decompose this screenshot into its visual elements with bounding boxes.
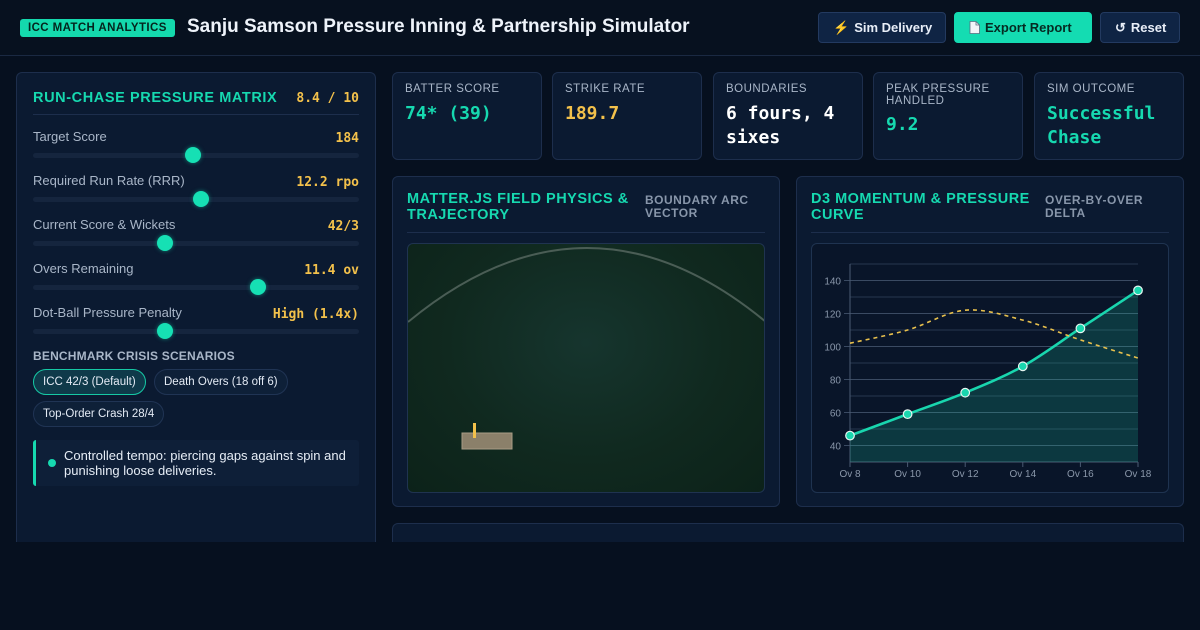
panel-subtitle: BOUNDARY ARC VECTOR	[645, 193, 749, 220]
slider-thumb[interactable]	[184, 147, 201, 163]
slider-value: High (1.4x)	[272, 307, 359, 322]
scenario-chip-default[interactable]: ICC 42/3 (Default)	[33, 369, 146, 395]
reset-label: Reset	[1130, 20, 1167, 35]
panel-subtitle: OVER-BY-OVER DELTA	[1045, 193, 1144, 220]
slider-label: Current Score & Wickets	[33, 217, 176, 232]
slider-value: 11.4 ov	[304, 263, 359, 278]
sim-delivery-button[interactable]: ⚡ Sim Delivery	[818, 12, 946, 43]
slider-overs-remaining: Overs Remaining 11.4 ov	[33, 261, 359, 295]
app-title: Sanju Samson Pressure Inning & Partnersh…	[187, 16, 690, 37]
field-canvas[interactable]	[407, 243, 765, 493]
export-report-button[interactable]: Export Report	[954, 12, 1092, 43]
matrix-score: 8.4 / 10	[296, 91, 359, 106]
page-bottom	[0, 542, 1200, 630]
tempo-note: Controlled tempo: piercing gaps against …	[33, 440, 359, 486]
boundary-arc	[408, 247, 764, 323]
export-report-label: Export Report	[985, 20, 1072, 35]
status-dot-icon	[48, 459, 56, 467]
y-tick-label: 140	[824, 277, 841, 288]
stumps	[473, 423, 476, 438]
slider-thumb[interactable]	[157, 323, 174, 339]
slider-thumb[interactable]	[157, 235, 174, 251]
momentum-chart: 40 60 80 100 120 140 Ov 8 Ov 10 Ov 12 Ov 14 Ov 16 O…	[811, 243, 1169, 493]
stat-value: 74* (39)	[405, 103, 492, 124]
y-tick-label: 40	[830, 442, 842, 453]
data-point	[845, 430, 855, 441]
divider	[811, 232, 1169, 233]
slider-current-score: Current Score & Wickets 42/3	[33, 217, 359, 251]
stat-card-batter-score: BATTER SCORE 74* (39)	[392, 72, 542, 160]
slider-thumb[interactable]	[192, 191, 209, 207]
divider	[407, 232, 765, 233]
app-header: ICC MATCH ANALYTICS Sanju Samson Pressur…	[0, 0, 1200, 56]
refresh-icon: ↺	[1115, 20, 1126, 35]
sim-delivery-label: Sim Delivery	[854, 20, 933, 35]
stat-card-sim-outcome: SIM OUTCOME Successful Chase	[1034, 72, 1184, 160]
slider-track[interactable]	[33, 285, 359, 290]
y-tick-label: 60	[830, 409, 842, 420]
matrix-title: RUN-CHASE PRESSURE MATRIX	[33, 90, 278, 106]
slider-value: 42/3	[327, 219, 359, 234]
stat-label: SIM OUTCOME	[1047, 83, 1135, 95]
slider-value: 184	[335, 131, 359, 146]
data-point	[902, 409, 913, 420]
tempo-text: Controlled tempo: piercing gaps against …	[64, 448, 346, 478]
slider-track[interactable]	[33, 241, 359, 246]
y-tick-label: 120	[824, 310, 841, 321]
slider-thumb[interactable]	[249, 279, 266, 295]
data-point	[1017, 361, 1028, 372]
stat-label: STRIKE RATE	[565, 83, 646, 95]
x-tick-label: Ov 16	[1067, 469, 1094, 480]
slider-value: 12.2 rpo	[296, 175, 359, 190]
stat-card-strike-rate: STRIKE RATE 189.7	[552, 72, 702, 160]
field-physics-panel: MATTER.JS FIELD PHYSICS & TRAJECTORY BOU…	[392, 176, 780, 507]
slider-required-run-rate: Required Run Rate (RRR) 12.2 rpo	[33, 173, 359, 207]
x-tick-label: Ov 18	[1125, 469, 1152, 480]
stat-card-boundaries: BOUNDARIES 6 fours, 4 sixes	[713, 72, 863, 160]
lightning-icon: ⚡	[833, 20, 850, 35]
x-tick-label: Ov 10	[894, 469, 921, 480]
y-tick-label: 80	[830, 376, 842, 387]
slider-label: Target Score	[33, 129, 107, 144]
momentum-panel: D3 MOMENTUM & PRESSURE CURVE OVER-BY-OVE…	[796, 176, 1184, 507]
panel-title: D3 MOMENTUM & PRESSURE CURVE	[811, 191, 1030, 223]
benchmark-title: BENCHMARK CRISIS SCENARIOS	[33, 349, 235, 363]
slider-label: Required Run Rate (RRR)	[33, 173, 185, 188]
series-area	[850, 290, 1138, 462]
slider-label: Overs Remaining	[33, 261, 134, 276]
scenario-chip-top-order-crash[interactable]: Top-Order Crash 28/4	[33, 401, 165, 427]
data-point	[1075, 323, 1086, 334]
stat-label: BATTER SCORE	[405, 83, 500, 95]
scenario-chip-death-overs[interactable]: Death Overs (18 off 6)	[154, 369, 288, 395]
slider-target-score: Target Score 184	[33, 129, 359, 163]
stat-label: BOUNDARIES	[726, 83, 808, 95]
stat-label: PEAK PRESSURE HANDLED	[886, 83, 990, 107]
field-svg	[408, 247, 764, 450]
slider-track[interactable]	[33, 329, 359, 334]
stat-value: 9.2	[886, 114, 919, 135]
reset-button[interactable]: ↺ Reset	[1100, 12, 1180, 43]
pressure-matrix-panel: RUN-CHASE PRESSURE MATRIX 8.4 / 10 Targe…	[16, 72, 376, 552]
divider	[33, 114, 359, 115]
x-tick-label: Ov 14	[1009, 469, 1036, 480]
pitch-strip	[461, 432, 513, 450]
momentum-chart-svg: 40 60 80 100 120 140 Ov 8 Ov 10 Ov 12 Ov 14 Ov 16 O…	[824, 263, 1152, 480]
brand-badge: ICC MATCH ANALYTICS	[20, 19, 175, 37]
x-tick-label: Ov 12	[952, 469, 979, 480]
data-point	[1133, 285, 1143, 296]
stat-value: 189.7	[565, 103, 620, 124]
stat-card-peak-pressure: PEAK PRESSURE HANDLED 9.2	[873, 72, 1023, 160]
stat-value: 6 fours, 4 sixes	[726, 103, 835, 148]
stat-value: Successful Chase	[1047, 103, 1156, 148]
x-tick-label: Ov 8	[839, 469, 861, 480]
data-point	[960, 387, 971, 398]
document-icon	[969, 13, 980, 42]
slider-label: Dot-Ball Pressure Penalty	[33, 305, 182, 320]
slider-dot-ball-penalty: Dot-Ball Pressure Penalty High (1.4x)	[33, 305, 359, 339]
panel-title: MATTER.JS FIELD PHYSICS & TRAJECTORY	[407, 191, 629, 223]
y-tick-label: 100	[824, 343, 841, 354]
